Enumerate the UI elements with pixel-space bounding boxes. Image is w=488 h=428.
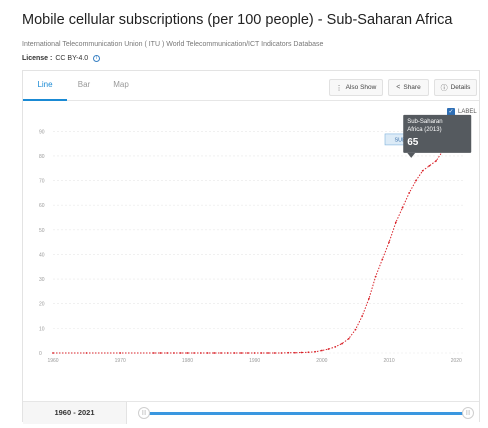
data-point bbox=[52, 352, 54, 354]
source-text: International Telecommunication Union ( … bbox=[22, 41, 324, 48]
data-point bbox=[186, 352, 189, 354]
x-tick-label: 2010 bbox=[384, 358, 395, 364]
tooltip-line1: Sub-Saharan bbox=[407, 119, 442, 125]
share-button[interactable]: < Share bbox=[388, 79, 429, 96]
data-point bbox=[213, 352, 216, 354]
data-point bbox=[320, 349, 323, 352]
slider-handle-end[interactable]: ||| bbox=[462, 407, 474, 419]
page-title: Mobile cellular subscriptions (per 100 p… bbox=[22, 12, 453, 28]
data-point bbox=[435, 159, 438, 162]
share-label: Share bbox=[403, 84, 421, 91]
info-icon[interactable]: i bbox=[93, 55, 101, 62]
data-point bbox=[119, 352, 122, 354]
data-point bbox=[368, 297, 370, 300]
y-tick-label: 40 bbox=[39, 252, 45, 258]
data-point bbox=[428, 164, 431, 167]
data-point bbox=[408, 191, 411, 194]
share-icon: < bbox=[396, 84, 401, 91]
license-value[interactable]: CC BY-4.0 bbox=[55, 55, 89, 62]
data-point bbox=[280, 352, 283, 354]
year-range: 1960 - 2021 bbox=[23, 402, 127, 424]
data-point bbox=[260, 352, 263, 354]
data-point bbox=[294, 351, 296, 354]
also-show-button[interactable]: ⋮ Also Show bbox=[329, 79, 383, 96]
x-tick-label: 1990 bbox=[249, 358, 260, 364]
data-point bbox=[85, 352, 88, 354]
data-point bbox=[233, 352, 236, 354]
line-chart: 0 10 20 30 40 50 60 70 80 90 1960 1970 1980 1990 2000 2… bbox=[39, 114, 472, 364]
data-point bbox=[226, 352, 229, 354]
data-point bbox=[253, 352, 256, 354]
y-tick-label: 30 bbox=[39, 277, 45, 283]
label-checkbox[interactable]: ✓ bbox=[447, 108, 455, 116]
y-tick-label: 0 bbox=[39, 351, 42, 357]
details-button[interactable]: ⓘ Details bbox=[434, 79, 477, 96]
data-point bbox=[388, 241, 390, 244]
y-tick-label: 70 bbox=[39, 179, 45, 185]
tooltip-box bbox=[403, 114, 472, 153]
y-tick-label: 80 bbox=[39, 154, 45, 160]
y-tick-label: 50 bbox=[39, 228, 45, 234]
tab-map[interactable]: Map bbox=[113, 80, 129, 89]
data-point bbox=[159, 352, 162, 354]
tooltip-value: 65 bbox=[407, 137, 419, 148]
data-point bbox=[152, 352, 155, 354]
data-point bbox=[314, 350, 317, 353]
y-tick-label: 90 bbox=[39, 129, 45, 135]
also-show-label: Also Show bbox=[345, 84, 377, 91]
data-point bbox=[361, 315, 364, 317]
series-line bbox=[53, 123, 464, 354]
data-point bbox=[267, 352, 269, 354]
tab-bar[interactable]: Bar bbox=[77, 80, 91, 89]
x-tick-label: 1980 bbox=[182, 358, 193, 364]
data-point bbox=[166, 352, 169, 354]
data-point bbox=[334, 345, 337, 348]
y-tick-label: 10 bbox=[39, 326, 45, 332]
data-point bbox=[240, 352, 243, 354]
license-line: License : CC BY-4.0 i bbox=[22, 55, 101, 62]
label-toggle[interactable]: ✓ LABEL bbox=[447, 108, 477, 116]
data-point bbox=[273, 352, 276, 354]
data-point bbox=[300, 351, 303, 354]
slider-handle-start[interactable]: ||| bbox=[138, 407, 150, 419]
y-tick-label: 20 bbox=[39, 302, 45, 308]
x-tick-label: 1960 bbox=[47, 358, 58, 364]
vertical-dots-icon: ⋮ bbox=[335, 84, 343, 92]
license-label: License : bbox=[22, 55, 53, 62]
data-point bbox=[341, 342, 343, 345]
data-point bbox=[415, 179, 417, 182]
data-point bbox=[421, 169, 424, 172]
data-point bbox=[381, 258, 384, 261]
timeline-slider[interactable] bbox=[143, 412, 469, 415]
label-toggle-text: LABEL bbox=[458, 109, 477, 115]
x-tick-label: 1970 bbox=[115, 358, 126, 364]
tooltip-line2: Africa (2013) bbox=[407, 127, 441, 133]
data-point bbox=[354, 328, 357, 331]
data-point bbox=[179, 352, 182, 354]
data-point bbox=[287, 351, 290, 354]
data-point bbox=[327, 348, 330, 350]
data-point bbox=[220, 352, 222, 354]
data-point bbox=[199, 352, 202, 354]
x-tick-label: 2020 bbox=[451, 358, 462, 364]
data-point bbox=[374, 275, 377, 278]
view-tabs: Line Bar Map ⋮ Also Show < Share ⓘ Detai… bbox=[23, 71, 479, 101]
data-point bbox=[206, 352, 209, 354]
tooltip-pointer bbox=[407, 152, 416, 158]
x-tick-label: 2000 bbox=[316, 358, 327, 364]
y-tick-label: 60 bbox=[39, 203, 45, 209]
info-circle-icon: ⓘ bbox=[440, 84, 448, 92]
data-point bbox=[173, 352, 175, 354]
data-point bbox=[394, 221, 397, 224]
chart-panel: Line Bar Map ⋮ Also Show < Share ⓘ Detai… bbox=[22, 70, 480, 424]
data-point bbox=[307, 351, 310, 354]
timeline-bar: 1960 - 2021 ||| ||| bbox=[23, 401, 479, 424]
tab-line[interactable]: Line bbox=[23, 71, 67, 101]
data-point bbox=[247, 352, 249, 354]
data-point bbox=[401, 206, 404, 209]
data-point bbox=[347, 337, 350, 340]
data-point bbox=[193, 352, 196, 354]
details-label: Details bbox=[450, 84, 471, 91]
